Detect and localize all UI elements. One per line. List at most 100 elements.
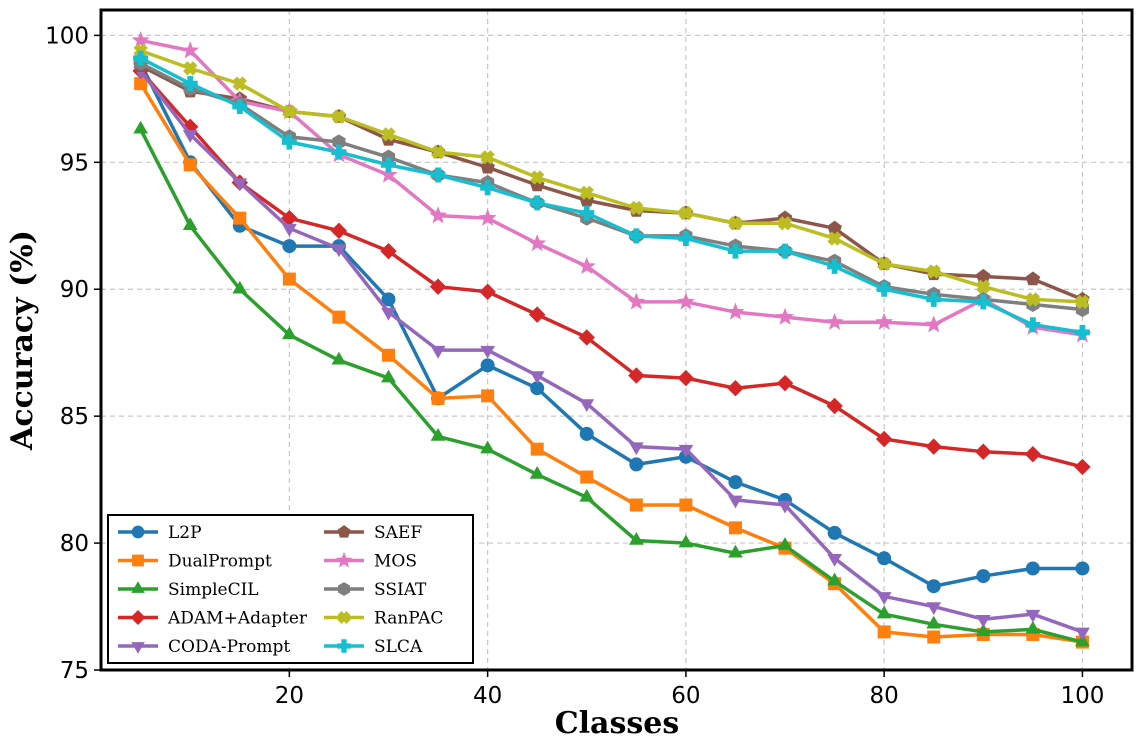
series-line <box>138 69 1085 634</box>
y-tick-label-75: 75 <box>60 658 89 684</box>
x-tick-label-60: 60 <box>671 683 700 709</box>
data-point <box>926 615 942 629</box>
data-point <box>331 244 347 258</box>
data-point <box>381 307 396 321</box>
data-point <box>281 326 297 340</box>
plot-frame <box>99 8 1134 672</box>
data-point <box>381 292 396 307</box>
legend-label: SLCA <box>374 637 423 657</box>
data-point <box>926 264 941 279</box>
data-point <box>131 31 150 49</box>
data-point <box>530 170 545 185</box>
data-point <box>381 127 396 142</box>
data-point <box>529 195 545 211</box>
legend-label: SimpleCIL <box>168 580 259 600</box>
data-point <box>827 525 842 540</box>
data-point <box>975 623 991 637</box>
data-point <box>1075 561 1090 576</box>
data-point <box>579 426 594 441</box>
y-tick-label-100: 100 <box>45 23 89 49</box>
legend-label: DualPrompt <box>168 552 272 572</box>
data-point <box>381 348 395 362</box>
legend-item: RanPAC <box>324 609 443 629</box>
data-point <box>777 216 793 231</box>
data-point <box>530 442 544 456</box>
data-point <box>380 157 396 173</box>
data-point <box>877 256 892 271</box>
data-point <box>825 312 844 330</box>
data-point <box>726 302 745 320</box>
data-point <box>134 77 148 91</box>
data-point <box>678 534 694 548</box>
data-point <box>877 625 891 639</box>
data-point <box>1025 271 1041 286</box>
series-line <box>138 61 1085 312</box>
data-point <box>677 369 695 387</box>
data-point <box>727 380 744 397</box>
data-point <box>232 76 247 91</box>
data-point <box>1024 446 1042 463</box>
legend-swatch-marker <box>131 642 145 654</box>
legend-item: SLCA <box>324 637 423 657</box>
legend-item: DualPrompt <box>118 552 272 572</box>
data-point <box>529 371 545 385</box>
data-point <box>480 150 495 165</box>
axes: 20 40 60 80 100 75 80 85 90 95 100 <box>45 8 1134 709</box>
legend-swatch-marker <box>132 554 144 567</box>
data-point <box>379 165 398 183</box>
legend-swatch-marker <box>337 525 351 538</box>
legend-label: SAEF <box>374 523 422 543</box>
x-tick-label-80: 80 <box>870 683 899 709</box>
data-point <box>579 205 595 221</box>
data-point <box>381 369 396 383</box>
legend-item: ADAM+Adapter <box>118 609 308 629</box>
data-point <box>1025 561 1040 576</box>
legend-label: L2P <box>168 523 202 543</box>
data-point <box>1025 292 1041 307</box>
data-point <box>430 167 446 183</box>
data-point <box>480 180 496 196</box>
data-point <box>875 312 894 330</box>
data-point <box>578 329 595 346</box>
series-line <box>138 48 1085 304</box>
data-point <box>331 109 347 124</box>
data-point <box>678 230 694 246</box>
data-point <box>480 440 495 454</box>
data-point <box>629 498 643 512</box>
data-point <box>976 268 991 283</box>
data-point <box>282 239 297 254</box>
data-point <box>133 120 149 134</box>
data-point <box>776 374 794 392</box>
data-point <box>926 579 941 594</box>
data-point <box>183 61 198 76</box>
data-point <box>927 630 941 644</box>
data-point <box>827 231 842 246</box>
data-point <box>975 614 991 628</box>
series-simplecil <box>133 120 1090 647</box>
legend-label: MOS <box>374 552 417 572</box>
data-point <box>430 427 446 441</box>
data-point <box>924 315 943 333</box>
data-point <box>975 443 992 460</box>
data-point <box>827 258 843 274</box>
data-point <box>480 358 495 373</box>
legend-label: RanPAC <box>374 609 443 629</box>
data-point <box>232 280 248 294</box>
data-point <box>777 500 793 514</box>
data-point <box>1025 620 1041 634</box>
data-point <box>331 144 347 160</box>
legend-swatch-marker <box>338 582 350 596</box>
data-point <box>926 602 942 616</box>
data-point <box>282 104 297 119</box>
data-point <box>281 224 297 237</box>
legend-item: L2P <box>118 523 202 543</box>
series-line <box>138 56 1085 335</box>
data-point <box>728 521 742 535</box>
series-line <box>138 61 1085 588</box>
data-point <box>678 205 694 221</box>
data-point <box>827 220 842 235</box>
data-point <box>629 457 644 472</box>
data-point <box>232 178 248 192</box>
legend-label: SSIAT <box>374 580 427 600</box>
data-point <box>976 569 991 584</box>
